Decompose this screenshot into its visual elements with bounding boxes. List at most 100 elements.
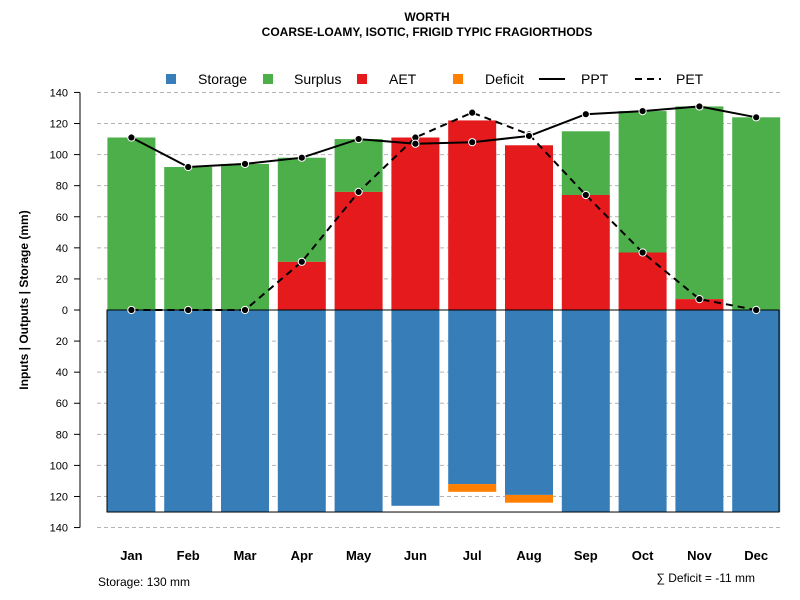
chart-subtitle: COARSE-LOAMY, ISOTIC, FRIGID TYPIC FRAGI…: [262, 25, 593, 39]
y-tick-label: 40: [56, 243, 68, 255]
x-tick-label-mar: Mar: [233, 548, 256, 563]
legend-label-ppt: PPT: [581, 71, 609, 87]
x-tick-label-feb: Feb: [177, 548, 200, 563]
bar-storage-aug: [505, 310, 553, 495]
x-tick-label-aug: Aug: [516, 548, 541, 563]
y-tick-label: 140: [50, 523, 68, 535]
legend-swatch-surplus: [263, 74, 273, 84]
ppt-line-point-aug: [524, 131, 534, 141]
ppt-line-point-feb: [184, 162, 193, 172]
bar-deficit-jul: [448, 484, 497, 492]
legend-swatch-storage: [166, 74, 176, 84]
legend-swatch-aet: [357, 74, 367, 84]
y-tick-label: 100: [50, 460, 68, 472]
y-tick-label: 80: [56, 429, 68, 441]
ppt-line-point-apr: [297, 153, 306, 162]
ppt-line-point-jan: [127, 133, 136, 142]
bar-aet-jun: [391, 137, 440, 310]
legend-label-storage: Storage: [198, 71, 247, 87]
bar-aet-nov: [675, 299, 724, 310]
bar-aet-sep: [561, 195, 610, 310]
pet-line-point-oct: [638, 248, 647, 257]
bar-aet-aug: [505, 145, 553, 310]
ppt-line: [130, 105, 757, 169]
bar-storage-sep: [561, 310, 610, 513]
x-tick-label-nov: Nov: [687, 548, 712, 563]
ppt-line-point-jul: [468, 138, 477, 147]
y-tick-label: 20: [56, 336, 68, 348]
bar-surplus-may: [334, 139, 383, 192]
storage-note: Storage: 130 mm: [98, 575, 190, 589]
ppt-line-point-mar: [240, 159, 250, 169]
y-tick-label: 60: [56, 398, 68, 410]
bars: [107, 106, 781, 513]
bar-storage-mar: [221, 310, 269, 513]
bar-surplus-apr: [277, 157, 326, 262]
x-tick-label-apr: Apr: [291, 548, 313, 563]
bar-storage-oct: [618, 310, 667, 513]
y-axis: 140 120 100 80 60 40 20 0 20 40 60 80 100 120 140: [50, 87, 81, 535]
pet-line-point-feb: [184, 305, 193, 315]
bar-aet-may: [334, 191, 383, 310]
bar-surplus-sep: [561, 131, 610, 196]
bar-storage-dec: [732, 310, 781, 513]
ppt-line-point-oct: [638, 106, 647, 116]
x-axis: Jan Feb Mar Apr May Jun Jul Aug Sep Oct Nov Dec: [120, 548, 768, 563]
bar-surplus-nov: [675, 106, 724, 300]
bar-aet-jul: [448, 120, 497, 310]
y-tick-label: 100: [50, 150, 68, 162]
x-tick-label-may: May: [346, 548, 372, 563]
y-tick-label: 120: [50, 119, 68, 131]
pet-line-point-may: [354, 187, 363, 196]
legend-swatch-deficit: [453, 74, 463, 84]
legend-label-pet: PET: [676, 71, 704, 87]
bar-surplus-oct: [618, 111, 667, 253]
pet-line-point-jan: [127, 305, 136, 315]
bar-surplus-feb: [164, 167, 213, 310]
x-tick-label-oct: Oct: [632, 548, 654, 563]
bar-storage-feb: [164, 310, 213, 513]
ppt-line-point-jun: [411, 139, 420, 148]
legend-label-surplus: Surplus: [294, 71, 341, 87]
bar-storage-jan: [107, 310, 156, 513]
bar-surplus-dec: [732, 117, 781, 310]
pet-line-point-jul: [468, 108, 477, 117]
legend-label-aet: AET: [389, 71, 417, 87]
bar-surplus-mar: [221, 163, 269, 310]
bar-aet-oct: [618, 252, 667, 310]
legend: Storage Surplus AET Deficit PPT PET: [166, 71, 704, 87]
pet-line-point-nov: [695, 295, 704, 304]
x-tick-label-sep: Sep: [574, 548, 598, 563]
bar-surplus-jan: [107, 137, 156, 310]
pet-line-point-mar: [240, 305, 250, 315]
x-tick-label-jul: Jul: [463, 548, 482, 563]
bar-storage-nov: [675, 310, 724, 513]
ppt-line-point-nov: [695, 102, 704, 111]
x-tick-label-dec: Dec: [744, 548, 768, 563]
x-tick-label-jun: Jun: [404, 548, 427, 563]
storage-capacity-box: [106, 309, 780, 513]
lines: [127, 102, 761, 315]
bar-aet-apr: [277, 261, 326, 310]
y-tick-label: 20: [56, 274, 68, 286]
bar-storage-apr: [277, 310, 326, 513]
x-tick-label-jan: Jan: [120, 548, 142, 563]
y-tick-label: 0: [62, 305, 68, 317]
bar-storage-may: [334, 310, 383, 513]
y-tick-label: 40: [56, 367, 68, 379]
ppt-line-point-dec: [752, 113, 761, 122]
pet-line-point-dec: [752, 305, 761, 315]
deficit-sum-note: ∑ Deficit = -11 mm: [656, 571, 755, 585]
ppt-line-point-sep: [581, 110, 590, 119]
y-tick-label: 80: [56, 181, 68, 193]
y-tick-label: 140: [50, 87, 68, 99]
ppt-line-point-may: [354, 134, 363, 144]
y-axis-label: Inputs | Outputs | Storage (mm): [17, 210, 31, 389]
y-tick-label: 60: [56, 212, 68, 224]
pet-line: [131, 111, 757, 311]
y-tick-label: 120: [50, 491, 68, 503]
legend-label-deficit: Deficit: [485, 71, 524, 87]
chart-title: WORTH: [404, 10, 449, 24]
bar-storage-jul: [448, 310, 497, 485]
